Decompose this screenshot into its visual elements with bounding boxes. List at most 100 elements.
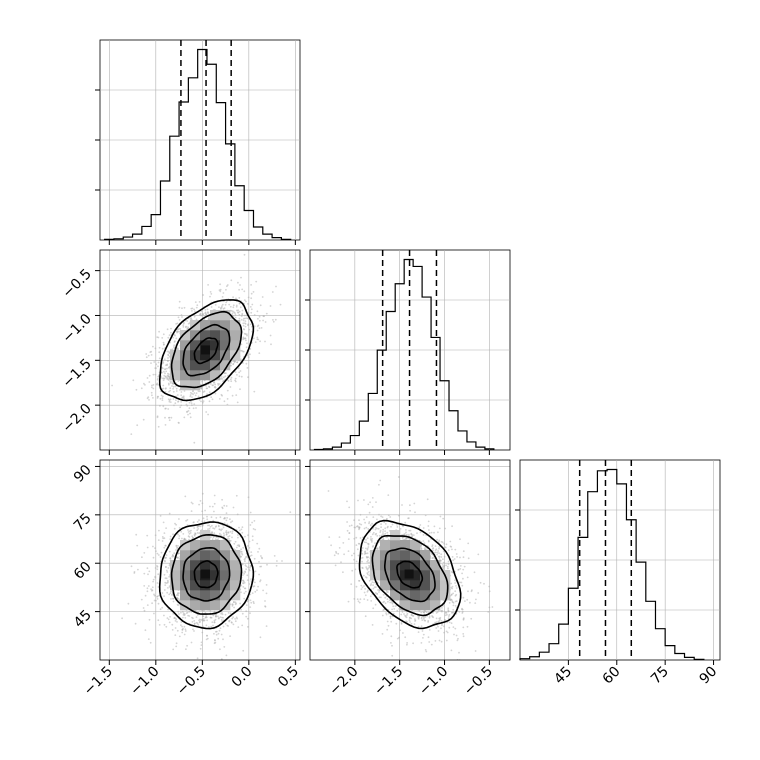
scatter-point (192, 407, 195, 410)
scatter-point (257, 585, 259, 588)
scatter-point (172, 554, 174, 556)
scatter-point (447, 549, 450, 552)
scatter-point (165, 407, 167, 410)
scatter-point (397, 476, 400, 478)
scatter-point (146, 587, 149, 590)
scatter-point (136, 424, 139, 427)
scatter-point (189, 530, 191, 532)
scatter-point (151, 602, 154, 605)
scatter-point (366, 552, 369, 555)
scatter-point (368, 561, 370, 564)
density-block (400, 600, 411, 611)
scatter-point (249, 566, 251, 569)
scatter-point (454, 579, 456, 582)
scatter-point (462, 635, 465, 638)
scatter-point (146, 604, 149, 606)
density-block (200, 320, 211, 331)
scatter-point (209, 295, 211, 298)
scatter-point (161, 592, 164, 594)
scatter-point (258, 319, 261, 322)
scatter-point (257, 317, 259, 320)
density-block (180, 370, 191, 381)
scatter-point (238, 313, 241, 316)
scatter-point (177, 592, 179, 594)
scatter-point (218, 383, 221, 385)
scatter-point (217, 637, 220, 640)
density-block (190, 600, 201, 611)
scatter-point (222, 638, 224, 641)
scatter-point (214, 639, 216, 642)
scatter-point (229, 539, 232, 542)
scatter-point (244, 337, 247, 340)
scatter-point (359, 537, 362, 539)
scatter-point (378, 483, 380, 486)
scatter-point (231, 621, 233, 624)
scatter-point (186, 328, 189, 330)
scatter-point (169, 615, 172, 618)
scatter-point (163, 589, 166, 591)
scatter-point (372, 587, 375, 590)
scatter-point (208, 524, 211, 527)
scatter-point (376, 518, 378, 521)
scatter-point (156, 378, 159, 381)
scatter-point (205, 638, 208, 641)
scatter-point (232, 362, 235, 365)
scatter-point (426, 548, 428, 550)
scatter-point (412, 642, 414, 645)
density-block (180, 350, 191, 361)
scatter-point (385, 612, 387, 614)
scatter-point (250, 308, 253, 311)
scatter-point (351, 569, 354, 572)
scatter-point (180, 624, 182, 627)
scatter-point (168, 375, 170, 378)
scatter-point (161, 337, 164, 339)
scatter-point (201, 520, 204, 523)
scatter-point (207, 284, 210, 286)
panel-frame (309, 459, 511, 661)
scatter-point (243, 299, 246, 301)
scatter-point (456, 556, 458, 558)
scatter-point (448, 626, 451, 629)
scatter-point (168, 621, 171, 624)
scatter-point (214, 383, 217, 386)
scatter-point (200, 310, 203, 313)
contour-1 (182, 323, 231, 377)
scatter-point (190, 641, 193, 644)
scatter-point (246, 579, 249, 581)
scatter-point (232, 601, 235, 604)
scatter-point (250, 292, 253, 295)
density-block (410, 590, 421, 601)
scatter-point (382, 593, 385, 596)
scatter-point (167, 608, 170, 611)
scatter-point (143, 382, 145, 385)
scatter-point (161, 347, 164, 350)
scatter-point (199, 390, 201, 393)
scatter-point (254, 528, 257, 531)
scatter-point (363, 591, 366, 594)
scatter-point (440, 553, 443, 556)
scatter-point (188, 401, 191, 404)
scatter-point (164, 372, 166, 375)
scatter-point (191, 502, 194, 505)
scatter-point (196, 613, 199, 616)
scatter-point (158, 346, 161, 349)
scatter-point (218, 306, 220, 309)
scatter-point (247, 566, 250, 569)
scatter-point (181, 610, 184, 613)
scatter-point (207, 528, 209, 530)
density-block (230, 560, 241, 571)
scatter-point (253, 325, 256, 328)
scatter-point (226, 284, 229, 286)
scatter-point (181, 537, 183, 540)
scatter-point (169, 538, 172, 540)
scatter-point (397, 514, 400, 517)
scatter-point (371, 533, 374, 536)
scatter-point (444, 612, 447, 614)
scatter-point (427, 539, 430, 542)
scatter-point (372, 607, 375, 610)
scatter-point (166, 363, 169, 366)
scatter-point (201, 380, 204, 383)
scatter-point (448, 621, 451, 624)
density-block (210, 340, 221, 351)
